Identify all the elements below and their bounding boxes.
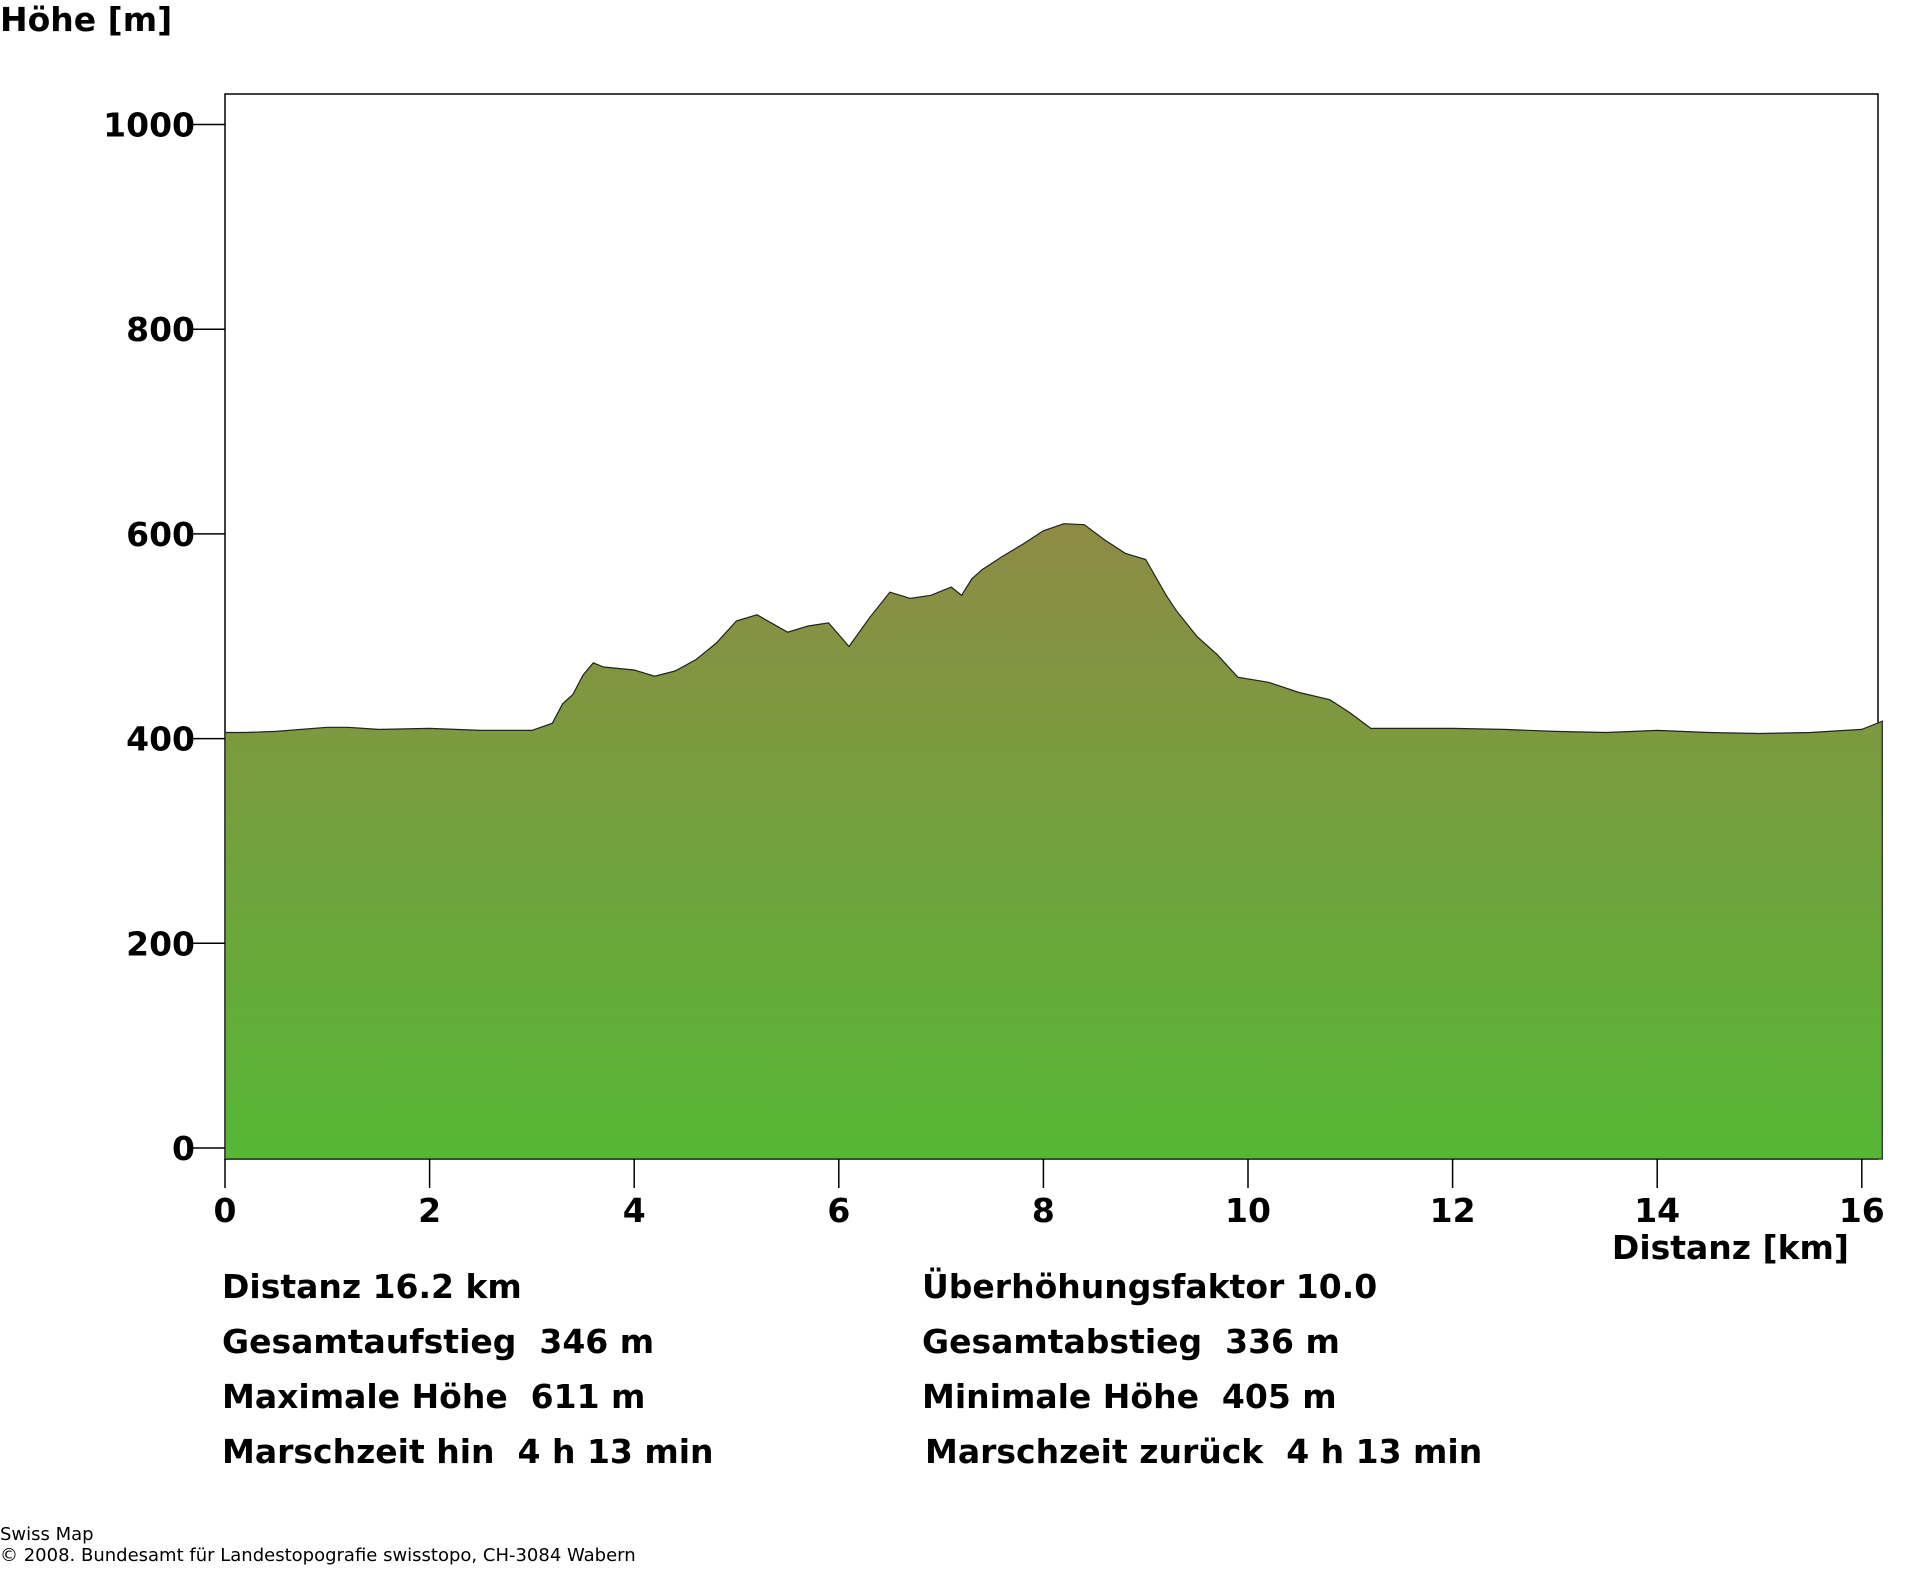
x-tick-label: 8 bbox=[1032, 1191, 1055, 1230]
x-tick-label: 12 bbox=[1430, 1191, 1476, 1230]
credit-copyright: © 2008. Bundesamt für Landestopografie s… bbox=[0, 1545, 636, 1566]
x-tick-label: 4 bbox=[623, 1191, 646, 1230]
x-tick-label: 10 bbox=[1225, 1191, 1271, 1230]
y-tick-label: 200 bbox=[126, 924, 195, 963]
stat-distance: Distanz 16.2 km bbox=[222, 1267, 522, 1306]
elevation-profile-area bbox=[224, 523, 1883, 1160]
stat-max-height: Maximale Höhe 611 m bbox=[222, 1377, 646, 1416]
stat-total-ascent: Gesamtaufstieg 346 m bbox=[222, 1322, 655, 1361]
y-tick-label: 400 bbox=[126, 720, 195, 759]
y-tick-label: 600 bbox=[126, 515, 195, 554]
x-axis-title: Distanz [km] bbox=[1612, 1228, 1849, 1267]
credit-product: Swiss Map bbox=[0, 1524, 94, 1545]
x-axis: 0 2 4 6 8 10 12 14 16 bbox=[214, 1159, 1885, 1230]
x-tick-label: 0 bbox=[214, 1191, 237, 1230]
stat-walking-time-out: Marschzeit hin 4 h 13 min bbox=[222, 1432, 714, 1471]
x-tick-label: 14 bbox=[1634, 1191, 1680, 1230]
stat-total-descent: Gesamtabstieg 336 m bbox=[922, 1322, 1340, 1361]
elevation-profile-chart: Höhe [m] 0 200 400 600 800 1000 0 2 4 6 8 10 12 14 16… bbox=[0, 0, 1885, 1267]
stat-walking-time-back: Marschzeit zurück 4 h 13 min bbox=[925, 1432, 1483, 1471]
stat-min-height: Minimale Höhe 405 m bbox=[922, 1377, 1337, 1416]
x-tick-label: 6 bbox=[827, 1191, 850, 1230]
stat-exaggeration-factor: Überhöhungsfaktor 10.0 bbox=[922, 1267, 1378, 1306]
y-axis-title: Höhe [m] bbox=[0, 0, 172, 39]
x-tick-label: 16 bbox=[1839, 1191, 1885, 1230]
y-tick-label: 800 bbox=[126, 310, 195, 349]
y-tick-label: 0 bbox=[172, 1129, 195, 1168]
y-axis: 0 200 400 600 800 1000 bbox=[103, 106, 225, 1168]
y-tick-label: 1000 bbox=[103, 106, 195, 145]
x-tick-label: 2 bbox=[418, 1191, 441, 1230]
